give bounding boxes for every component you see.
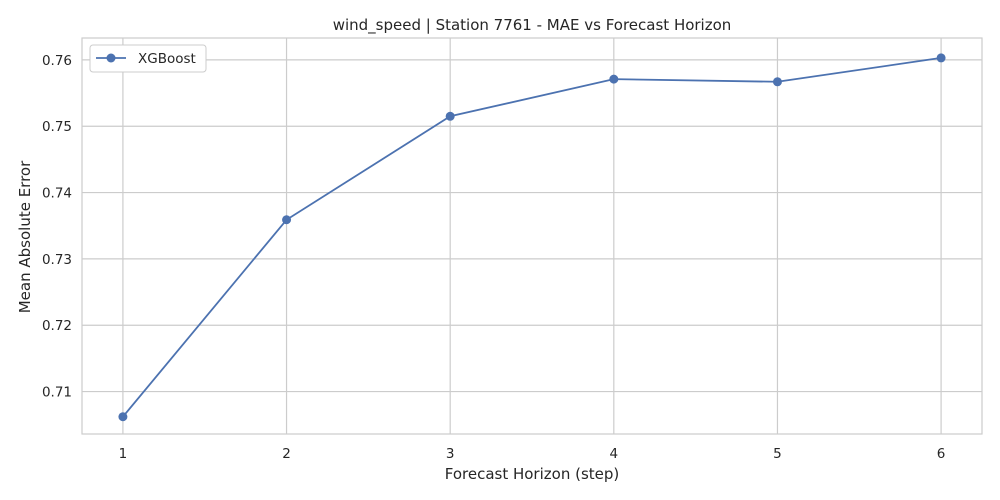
x-tick-label: 1 (119, 446, 128, 462)
y-tick-label: 0.75 (42, 119, 72, 135)
x-axis-label: Forecast Horizon (step) (445, 465, 620, 483)
y-tick-labels: 0.71 0.72 0.73 0.74 0.75 0.76 (42, 53, 72, 401)
data-point (936, 53, 946, 63)
data-point (609, 74, 619, 84)
legend-marker-swatch (106, 53, 116, 63)
data-point (118, 412, 128, 422)
y-tick-label: 0.72 (42, 318, 72, 334)
series-line (122, 57, 942, 418)
x-tick-label: 2 (282, 446, 291, 462)
x-tick-label: 5 (773, 446, 782, 462)
x-tick-labels: 1 2 3 4 5 6 (119, 446, 946, 462)
data-point (282, 215, 292, 225)
x-gridlines (122, 38, 942, 434)
data-point (445, 111, 455, 121)
y-tick-label: 0.73 (42, 252, 72, 268)
legend-label: XGBoost (138, 51, 196, 67)
plot-frame (81, 37, 983, 435)
y-tick-label: 0.74 (42, 186, 72, 202)
y-gridlines (82, 59, 982, 393)
x-tick-label: 4 (610, 446, 619, 462)
y-tick-label: 0.76 (42, 53, 72, 69)
series-layer (118, 53, 946, 422)
y-axis-label: Mean Absolute Error (16, 160, 34, 313)
legend-box (89, 44, 207, 73)
legend: XGBoost (89, 44, 207, 73)
data-point (772, 77, 782, 87)
y-tick-label: 0.71 (42, 385, 72, 401)
chart-title: wind_speed | Station 7761 - MAE vs Forec… (333, 16, 732, 35)
x-tick-label: 3 (446, 446, 455, 462)
x-tick-label: 6 (937, 446, 946, 462)
